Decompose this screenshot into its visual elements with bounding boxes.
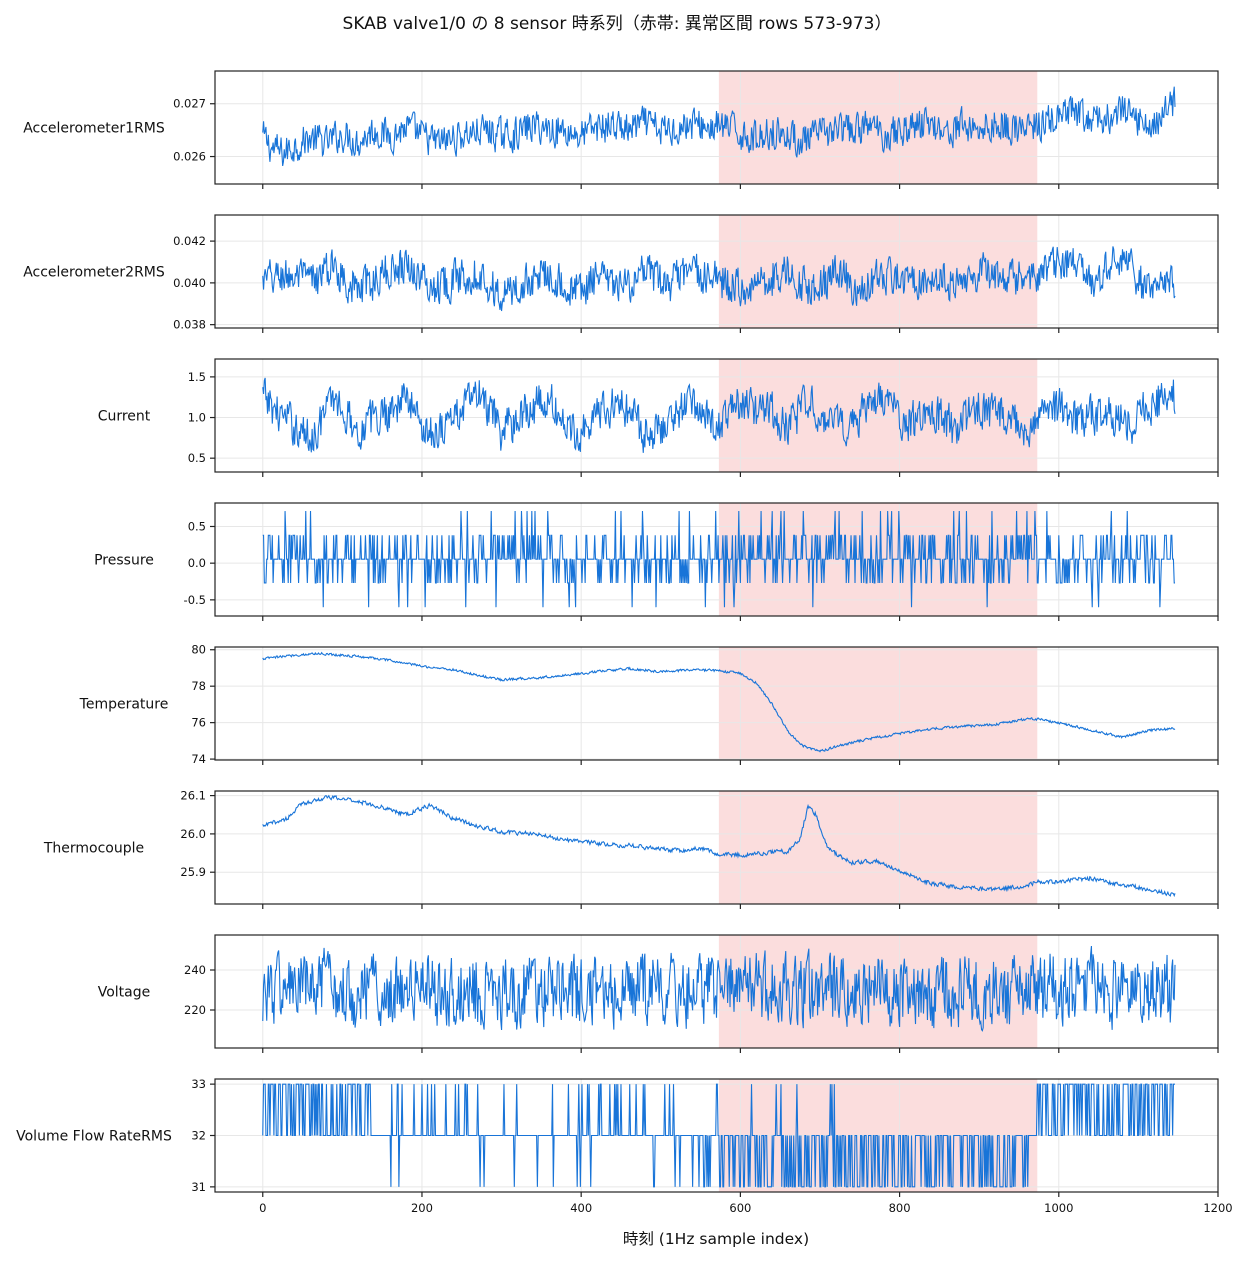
y-tick-label: 31 bbox=[191, 1180, 206, 1194]
y-tick-label: 32 bbox=[191, 1129, 206, 1143]
panel-thermocouple: 25.9 26.0 26.1 Thermocouple bbox=[43, 789, 1219, 909]
y-tick-label: 80 bbox=[191, 643, 206, 657]
y-tick-label: 0.0 bbox=[188, 556, 206, 570]
x-tick-label: 1200 bbox=[1203, 1201, 1232, 1215]
y-axis-label: Pressure bbox=[94, 553, 154, 569]
x-tick-label: 1000 bbox=[1044, 1201, 1073, 1215]
anomaly-band bbox=[718, 791, 1038, 904]
y-tick-label: 78 bbox=[191, 679, 206, 693]
series-line-volume-flow-raterms bbox=[262, 1083, 1176, 1188]
x-tick-label: 0 bbox=[259, 1201, 266, 1215]
y-tick-label: 0.5 bbox=[188, 451, 206, 465]
y-tick-label: 26.0 bbox=[180, 827, 206, 841]
anomaly-band bbox=[718, 647, 1038, 760]
series-line-pressure bbox=[262, 511, 1176, 608]
panel-volume-flow-raterms: 31 32 33 Volume Flow RateRMS 0 200 400 600 800 10… bbox=[16, 1077, 1233, 1215]
x-axis-label: 時刻 (1Hz sample index) bbox=[623, 1230, 809, 1248]
anomaly-band bbox=[718, 215, 1038, 328]
x-tick-label: 800 bbox=[889, 1201, 911, 1215]
y-tick-label: 0.026 bbox=[173, 150, 206, 164]
y-axis-label: Thermocouple bbox=[43, 841, 144, 857]
panel-accelerometer1rms: 0.026 0.027 Accelerometer1RMS bbox=[23, 70, 1219, 189]
y-axis-label: Volume Flow RateRMS bbox=[16, 1129, 172, 1145]
y-tick-label: 1.5 bbox=[188, 370, 206, 384]
y-axis-label: Accelerometer1RMS bbox=[23, 121, 165, 137]
y-tick-label: 76 bbox=[191, 716, 206, 730]
figure-title: SKAB valve1/0 の 8 sensor 時系列（赤帯: 異常区間 ro… bbox=[343, 14, 892, 34]
y-axis-label: Accelerometer2RMS bbox=[23, 265, 165, 281]
y-tick-label: 26.1 bbox=[180, 789, 206, 803]
y-tick-label: 0.038 bbox=[173, 318, 206, 332]
series-line-thermocouple bbox=[262, 794, 1176, 898]
panel-temperature: 74 76 78 80 Temperature bbox=[79, 643, 1219, 766]
y-axis-label: Temperature bbox=[79, 697, 169, 713]
panel-current: 0.5 1.0 1.5 Current bbox=[98, 358, 1219, 477]
y-tick-label: 33 bbox=[191, 1077, 206, 1091]
series-line-voltage bbox=[262, 945, 1176, 1032]
panel-frame bbox=[214, 934, 1219, 1049]
y-axis-label: Current bbox=[98, 409, 151, 425]
panel-frame bbox=[214, 646, 1219, 761]
series-line-accelerometer2rms bbox=[262, 246, 1176, 312]
x-tick-label: 200 bbox=[411, 1201, 433, 1215]
y-tick-label: 240 bbox=[184, 963, 206, 977]
x-tick-label: 400 bbox=[570, 1201, 592, 1215]
y-tick-label: -0.5 bbox=[184, 593, 206, 607]
y-tick-label: 0.040 bbox=[173, 276, 206, 290]
series-line-temperature bbox=[262, 651, 1176, 753]
x-tick-label: 600 bbox=[729, 1201, 751, 1215]
y-tick-label: 1.0 bbox=[188, 411, 206, 425]
panel-frame bbox=[214, 214, 1219, 329]
panels: 0.0260.027Accelerometer1RMS0.0380.0400.0… bbox=[16, 70, 1233, 1215]
panel-frame bbox=[214, 502, 1219, 617]
y-axis-label: Voltage bbox=[98, 985, 151, 1001]
y-tick-label: 25.9 bbox=[180, 865, 206, 879]
y-tick-label: 0.027 bbox=[173, 97, 206, 111]
panel-pressure: -0.5 0.0 0.5 Pressure bbox=[94, 502, 1219, 621]
panel-frame bbox=[214, 70, 1219, 185]
panel-accelerometer2rms: 0.038 0.040 0.042 Accelerometer2RMS bbox=[23, 214, 1219, 333]
y-tick-label: 74 bbox=[191, 752, 206, 766]
panel-frame bbox=[214, 790, 1219, 905]
series-line-accelerometer1rms bbox=[262, 86, 1176, 167]
panel-frame bbox=[214, 358, 1219, 473]
series-line-current bbox=[262, 377, 1176, 453]
panel-voltage: 220 240 Voltage bbox=[98, 934, 1219, 1053]
y-tick-label: 0.5 bbox=[188, 519, 206, 533]
y-tick-label: 0.042 bbox=[173, 234, 206, 248]
y-tick-label: 220 bbox=[184, 1003, 206, 1017]
